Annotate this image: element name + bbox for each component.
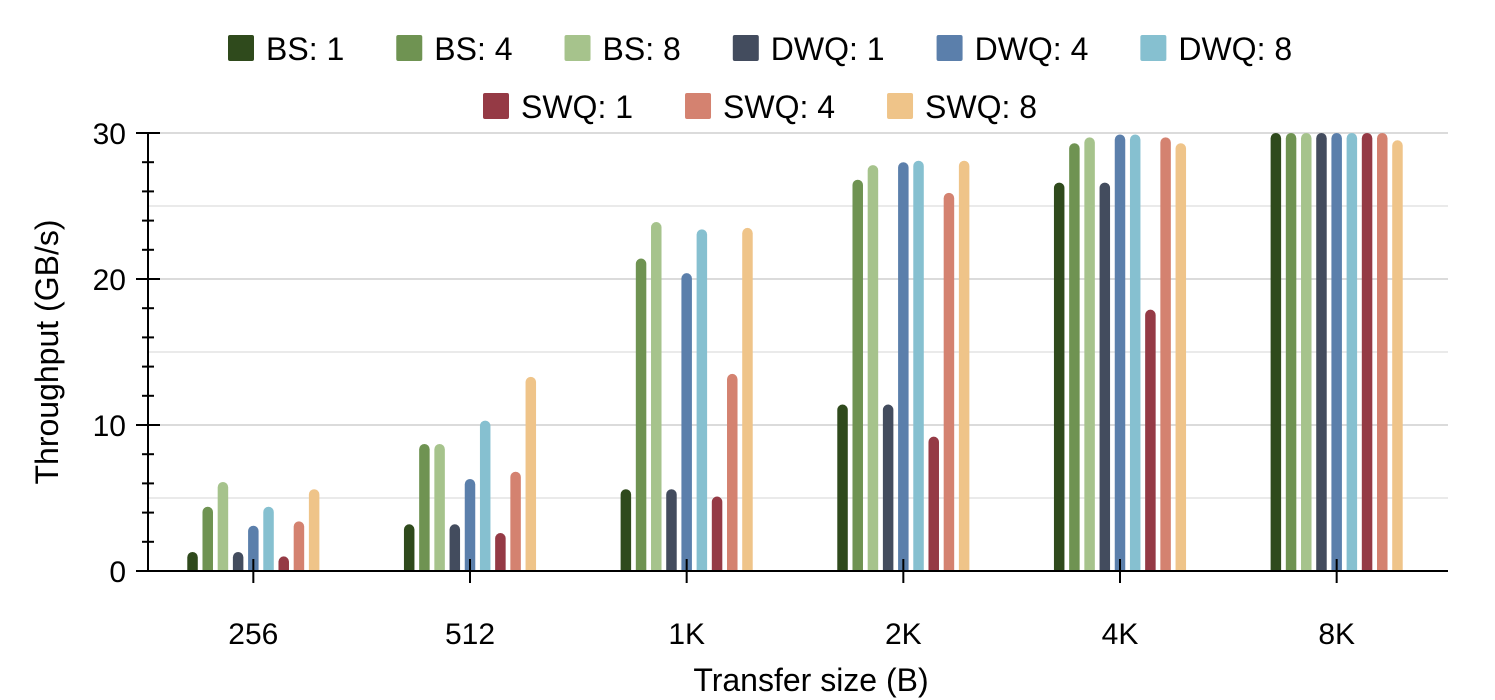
bar-swq-8-4k xyxy=(1175,143,1187,571)
bar-swq-4-1k xyxy=(727,373,738,571)
y-tick-label: 10 xyxy=(93,410,126,443)
legend-label: DWQ: 4 xyxy=(975,31,1089,67)
bar-bs-8-2k xyxy=(867,165,879,571)
bar-bs-1-8k xyxy=(1270,133,1282,571)
bar-dwq-4-512 xyxy=(464,479,476,571)
legend-label: SWQ: 8 xyxy=(925,89,1037,125)
x-tick-label: 512 xyxy=(445,618,495,651)
bar-dwq-1-2k xyxy=(882,404,894,571)
bar-swq-1-256 xyxy=(278,556,289,571)
bar-dwq-4-1k xyxy=(681,273,692,571)
bar-bs-1-4k xyxy=(1053,182,1065,571)
bar-bs-8-256 xyxy=(217,481,229,571)
bar-dwq-4-8k xyxy=(1331,133,1342,571)
bar-dwq-8-512 xyxy=(479,420,491,571)
bar-dwq-4-256 xyxy=(248,525,259,571)
bar-swq-1-512 xyxy=(495,533,506,571)
legend-swatch xyxy=(936,35,963,61)
bar-bs-4-4k xyxy=(1069,143,1080,571)
bar-dwq-8-8k xyxy=(1346,133,1358,571)
legend-label: SWQ: 4 xyxy=(723,89,835,125)
bar-swq-8-256 xyxy=(308,489,320,571)
legend-label: SWQ: 1 xyxy=(521,89,633,125)
gridlines xyxy=(148,132,1448,499)
legend-row: SWQ: 1 SWQ: 4 SWQ: 8 xyxy=(483,89,1037,125)
x-tick-label: 2K xyxy=(885,618,922,651)
x-tick-label: 8K xyxy=(1318,618,1355,651)
bar-bs-4-2k xyxy=(852,179,863,571)
legend-swatch xyxy=(1140,35,1167,61)
axes: 0 10 20 30 256 512 1K 2K 4K 8K xyxy=(93,118,1448,651)
bar-dwq-8-256 xyxy=(263,506,274,571)
bar-swq-1-2k xyxy=(928,436,939,571)
bar-dwq-1-512 xyxy=(449,524,461,571)
legend-swatch xyxy=(732,35,759,61)
bar-bs-4-1k xyxy=(635,258,647,571)
bars xyxy=(187,133,1403,572)
bar-swq-4-512 xyxy=(510,471,521,571)
bar-swq-8-2k xyxy=(958,160,970,572)
bar-swq-4-2k xyxy=(943,192,955,572)
bar-bs-4-512 xyxy=(419,443,430,571)
bar-dwq-1-1k xyxy=(666,489,677,571)
legend-swatch xyxy=(483,93,509,119)
legend-swatch xyxy=(887,93,914,119)
x-tick-label: 4K xyxy=(1102,618,1139,651)
bar-swq-8-1k xyxy=(742,227,753,571)
x-tick-label: 256 xyxy=(228,618,278,651)
bar-swq-1-4k xyxy=(1145,309,1156,571)
bar-bs-1-512 xyxy=(403,524,415,571)
bar-dwq-8-2k xyxy=(913,160,924,572)
bar-swq-4-256 xyxy=(293,521,305,571)
bar-dwq-8-1k xyxy=(696,229,708,572)
legend-label: DWQ: 8 xyxy=(1178,31,1292,67)
bar-bs-1-2k xyxy=(837,404,848,571)
legend-swatch xyxy=(564,35,591,61)
y-tick-label: 30 xyxy=(93,118,126,151)
bar-swq-1-8k xyxy=(1361,133,1373,571)
bar-bs-8-512 xyxy=(434,443,445,571)
y-tick-label: 0 xyxy=(109,556,126,589)
y-tick-label: 20 xyxy=(93,264,126,297)
bar-bs-8-8k xyxy=(1301,133,1312,571)
bar-dwq-4-2k xyxy=(898,162,909,571)
bar-dwq-1-8k xyxy=(1316,133,1327,571)
legend-label: BS: 1 xyxy=(266,31,344,67)
bar-dwq-8-4k xyxy=(1129,134,1141,571)
legend-label: DWQ: 1 xyxy=(771,31,885,67)
legend-row: BS: 1 BS: 4 BS: 8 DWQ: 1 DWQ: 4 DWQ: 8 xyxy=(228,31,1292,67)
bar-swq-4-8k xyxy=(1377,133,1388,571)
legend-swatch xyxy=(228,35,254,61)
bar-bs-1-256 xyxy=(187,552,198,571)
bar-bs-4-8k xyxy=(1285,133,1297,571)
bar-swq-8-8k xyxy=(1392,140,1403,572)
legend-label: BS: 8 xyxy=(603,31,681,67)
bar-swq-8-512 xyxy=(525,376,537,571)
bar-bs-8-1k xyxy=(651,222,662,571)
bar-swq-4-4k xyxy=(1160,137,1171,571)
bar-bs-8-4k xyxy=(1084,137,1095,571)
bar-dwq-4-4k xyxy=(1114,134,1126,571)
y-axis-label: Throughput (GB/s) xyxy=(29,220,65,485)
bar-bs-1-1k xyxy=(620,489,632,571)
legend-label: BS: 4 xyxy=(434,31,512,67)
x-axis-label: Transfer size (B) xyxy=(693,662,928,698)
bar-bs-4-256 xyxy=(202,506,213,571)
legend-swatch xyxy=(396,35,423,61)
x-tick-label: 1K xyxy=(668,618,705,651)
legend-swatch xyxy=(685,93,712,119)
bar-swq-1-1k xyxy=(711,496,723,571)
bar-dwq-1-256 xyxy=(232,552,244,571)
bar-dwq-1-4k xyxy=(1099,182,1111,571)
